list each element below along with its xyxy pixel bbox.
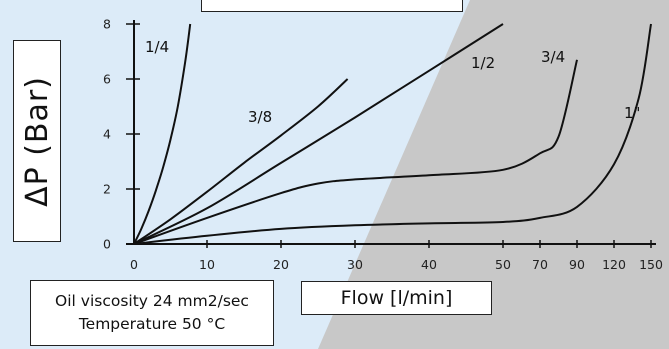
viscosity-text: Oil viscosity 24 mm2/sec	[55, 291, 249, 310]
x-tick-label: 40	[421, 257, 437, 272]
series-line-3-4	[133, 59, 578, 245]
series-label-1-2: 1/2	[471, 54, 495, 72]
series-line-1-4	[133, 23, 192, 245]
series-label-1-4: 1/4	[145, 38, 169, 56]
axes: 0 2 4 6 8 0 10 20 30 40 50 70 90 120 150	[103, 17, 663, 273]
x-axis-label-box: Flow [l/min]	[301, 281, 492, 315]
temperature-text: Temperature 50 °C	[78, 315, 226, 333]
y-axis-label: ΔP (Bar)	[19, 75, 55, 207]
conditions-note: Oil viscosity 24 mm2/sec Temperature 50 …	[30, 280, 274, 346]
title-box	[201, 0, 463, 12]
x-axis-label: Flow [l/min]	[340, 287, 453, 309]
y-tick-label: 4	[103, 127, 111, 142]
series-line-1-2	[133, 23, 504, 245]
x-tick-label: 20	[273, 257, 289, 272]
y-tick-label: 2	[103, 182, 111, 197]
series-line-3-8	[133, 78, 349, 245]
y-tick-label: 6	[103, 72, 111, 87]
y-tick-label: 8	[103, 17, 111, 32]
y-axis-label-box: ΔP (Bar)	[13, 40, 61, 242]
series-label-3-4: 3/4	[541, 48, 565, 66]
x-tick-label: 0	[130, 257, 138, 272]
x-tick-label: 90	[569, 257, 585, 272]
series-group: 1/4 3/8 1/2 3/4 1"	[133, 23, 652, 245]
x-tick-label: 120	[602, 257, 626, 272]
x-tick-label: 50	[495, 257, 511, 272]
x-tick-label: 150	[639, 257, 663, 272]
x-tick-label: 30	[347, 257, 363, 272]
y-tick-label: 0	[103, 237, 111, 252]
series-line-1	[133, 23, 652, 245]
x-tick-label: 70	[532, 257, 548, 272]
x-tick-label: 10	[199, 257, 215, 272]
series-label-3-8: 3/8	[248, 108, 272, 126]
series-label-1: 1"	[624, 104, 640, 122]
